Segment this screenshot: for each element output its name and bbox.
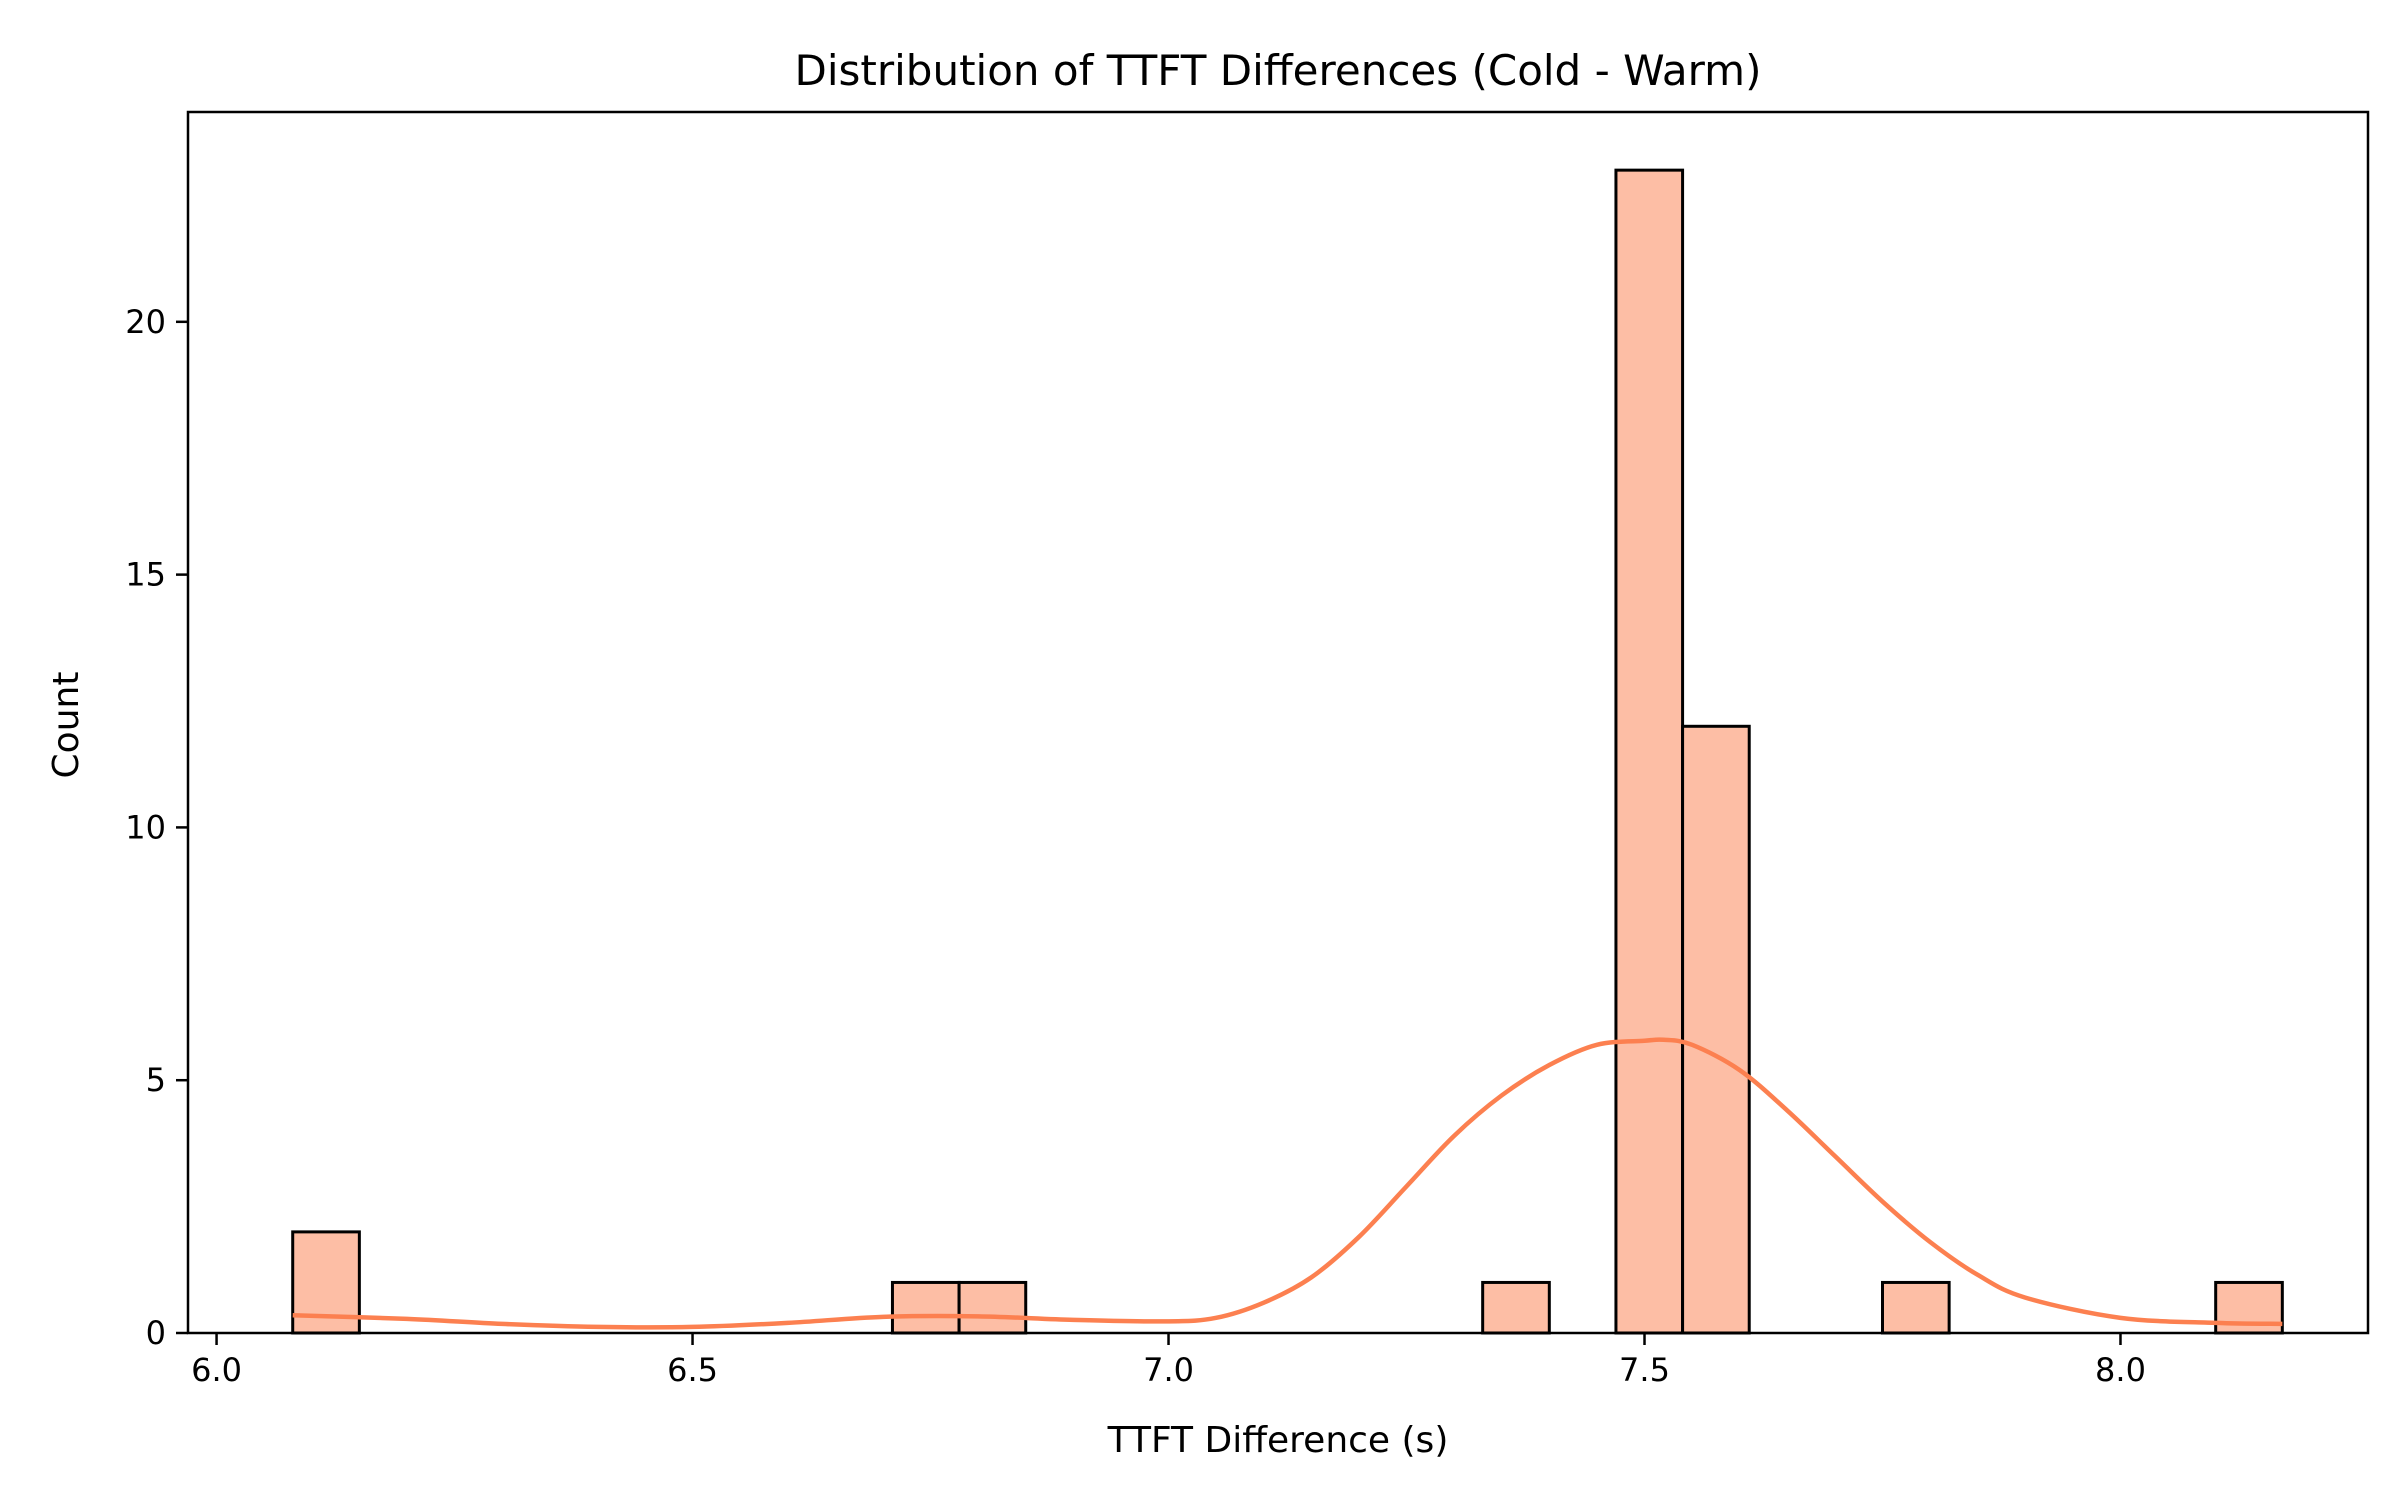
- histogram-bar-2: [957, 1280, 1028, 1335]
- histogram-bars: [291, 168, 2284, 1335]
- y-tick-label: 0: [146, 1314, 166, 1352]
- histogram-bar-3: [1481, 1280, 1551, 1335]
- y-tick-label: 20: [125, 303, 166, 341]
- plot-area-frame: [186, 110, 2370, 1335]
- x-axis-label: TTFT Difference (s): [1107, 1420, 1449, 1461]
- x-tick-label: 7.0: [1143, 1351, 1194, 1389]
- kde-curve-group: [292, 1037, 2283, 1330]
- y-tick-label: 5: [146, 1061, 166, 1099]
- histogram-bar-5: [1681, 724, 1751, 1335]
- histogram-bar-4: [1614, 168, 1685, 1335]
- kde-curve: [292, 1037, 2283, 1330]
- histogram-bar-1: [890, 1280, 961, 1335]
- x-tick-label: 7.5: [1619, 1351, 1670, 1389]
- y-axis-ticks: 0 5 10 15 20: [125, 303, 188, 1352]
- x-tick-label: 8.0: [2095, 1351, 2146, 1389]
- x-tick-label: 6.0: [191, 1351, 242, 1389]
- x-axis-ticks: 6.0 6.5 7.0 7.5 8.0: [191, 1333, 2146, 1389]
- y-tick-label: 15: [125, 556, 166, 594]
- y-axis-label: Count: [46, 672, 87, 779]
- chart-title: Distribution of TTFT Differences (Cold -…: [795, 46, 1762, 95]
- y-tick-label: 10: [125, 808, 166, 846]
- x-tick-label: 6.5: [667, 1351, 718, 1389]
- histogram-bar-6: [1880, 1280, 1951, 1335]
